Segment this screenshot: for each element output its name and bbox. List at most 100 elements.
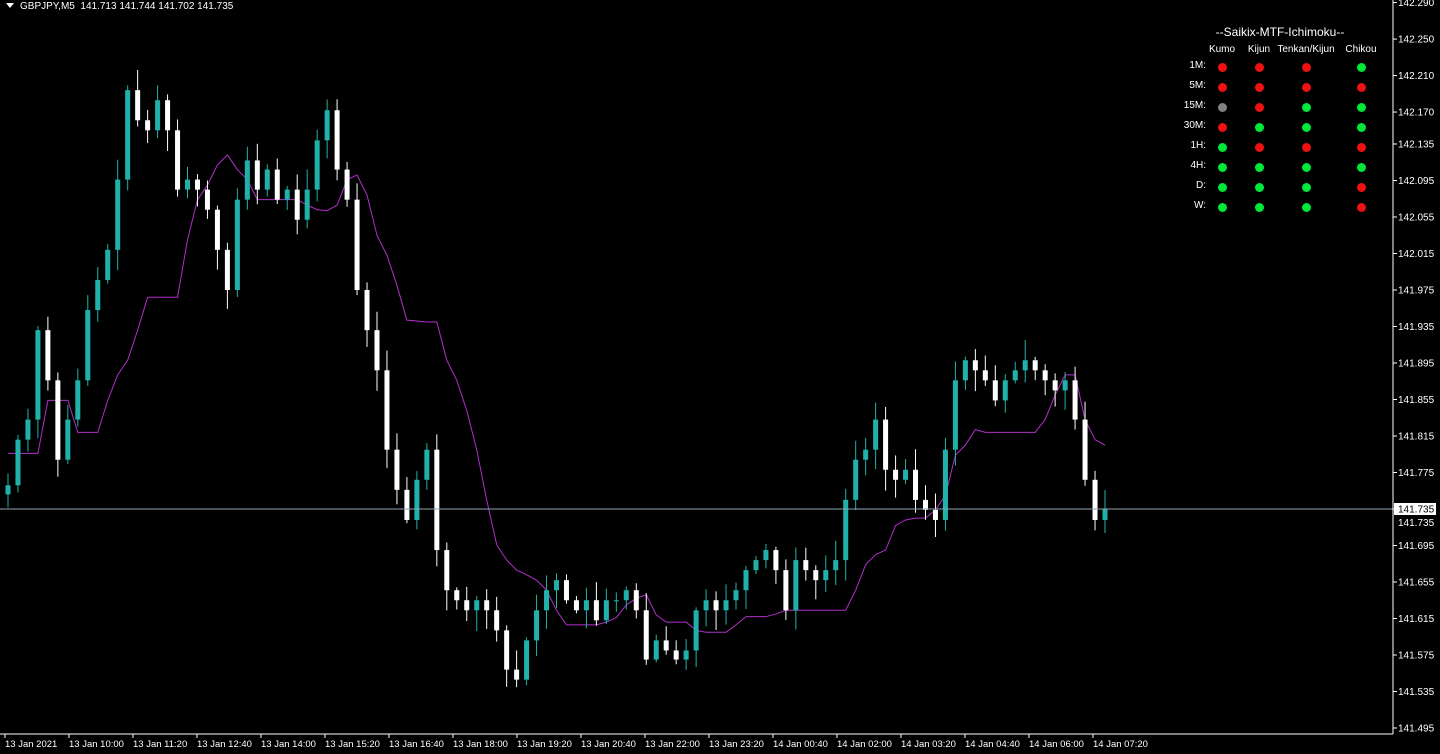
signal-green-dot-icon bbox=[1254, 202, 1264, 212]
candle bbox=[823, 555, 829, 593]
candle bbox=[1072, 366, 1078, 430]
candle bbox=[1012, 361, 1018, 384]
time-axis[interactable]: 13 Jan 2021 13 Jan 10:00 13 Jan 11:20 13 Ja… bbox=[4, 734, 1148, 750]
signal-green-dot-icon bbox=[1356, 122, 1366, 132]
candle-body bbox=[344, 169, 350, 200]
candle-body bbox=[903, 469, 909, 480]
candle bbox=[863, 437, 869, 476]
time-tick-label: 14 Jan 00:40 bbox=[773, 739, 828, 750]
candle bbox=[145, 109, 151, 144]
price-tick-label: 142.250 bbox=[1398, 35, 1435, 46]
candle-body bbox=[464, 600, 470, 611]
candle-body bbox=[404, 489, 410, 520]
time-tick-label: 14 Jan 07:20 bbox=[1093, 739, 1148, 750]
signal-green-dot-icon bbox=[1254, 162, 1264, 172]
candle-body bbox=[703, 600, 709, 611]
candle bbox=[264, 164, 270, 197]
candle bbox=[813, 565, 819, 600]
timeframe-label: D: bbox=[1196, 180, 1206, 191]
candle bbox=[95, 266, 101, 322]
time-tick-label: 13 Jan 10:00 bbox=[69, 739, 124, 750]
candle bbox=[484, 589, 490, 629]
candle-body bbox=[793, 560, 799, 611]
time-tick-label: 13 Jan 23:20 bbox=[709, 739, 764, 750]
candle bbox=[833, 540, 839, 586]
candle-body bbox=[1062, 380, 1068, 391]
signal-red-dot-icon bbox=[1356, 82, 1366, 92]
candle bbox=[404, 476, 410, 524]
candle bbox=[1032, 356, 1038, 381]
candle bbox=[434, 434, 440, 567]
timeframe-label: 5M: bbox=[1189, 80, 1206, 91]
candle-body bbox=[613, 600, 619, 602]
candle bbox=[544, 575, 550, 629]
candle-body bbox=[962, 360, 968, 381]
candle bbox=[613, 592, 619, 612]
candle bbox=[793, 547, 799, 630]
candle bbox=[1002, 373, 1008, 413]
time-tick-label: 13 Jan 16:40 bbox=[389, 739, 444, 750]
candle bbox=[972, 349, 978, 392]
signal-red-dot-icon bbox=[1254, 142, 1264, 152]
candle bbox=[1042, 364, 1048, 396]
candle bbox=[424, 443, 430, 490]
candle bbox=[384, 350, 390, 469]
candle-body bbox=[723, 600, 729, 611]
candle-series bbox=[5, 69, 1108, 688]
signal-red-dot-icon bbox=[1254, 62, 1264, 72]
signal-red-dot-icon bbox=[1217, 62, 1227, 72]
candle bbox=[334, 99, 340, 181]
candle bbox=[673, 640, 679, 665]
candle bbox=[224, 242, 230, 309]
candle-body bbox=[753, 560, 759, 571]
dropdown-triangle-icon[interactable] bbox=[6, 3, 14, 8]
candle-body bbox=[554, 580, 559, 591]
candle-body bbox=[244, 160, 250, 200]
candle bbox=[723, 584, 729, 625]
candle-body bbox=[474, 600, 480, 611]
candle bbox=[524, 637, 530, 686]
candle-body bbox=[115, 179, 121, 250]
time-tick-label: 13 Jan 22:00 bbox=[645, 739, 700, 750]
signal-red-dot-icon bbox=[1254, 82, 1264, 92]
candle bbox=[304, 169, 310, 229]
candle bbox=[783, 559, 789, 620]
candle-body bbox=[783, 570, 789, 611]
signal-green-dot-icon bbox=[1217, 142, 1227, 152]
candle-body bbox=[55, 380, 61, 460]
candle-body bbox=[952, 380, 958, 450]
candle-body bbox=[673, 650, 679, 660]
candle bbox=[932, 493, 938, 537]
candle bbox=[85, 295, 91, 386]
candle bbox=[185, 166, 191, 199]
candle bbox=[194, 174, 200, 207]
candle-body bbox=[913, 469, 919, 500]
candle bbox=[444, 542, 450, 611]
candle bbox=[583, 587, 589, 629]
candle bbox=[733, 582, 739, 610]
candle bbox=[1022, 340, 1028, 383]
price-tick-label: 142.290 bbox=[1398, 0, 1435, 9]
column-header-tenkan-kijun: Tenkan/Kijun bbox=[1277, 44, 1335, 55]
candle-body bbox=[384, 370, 390, 450]
time-tick-label: 13 Jan 20:40 bbox=[581, 739, 636, 750]
candle-body bbox=[653, 640, 659, 660]
signal-green-dot-icon bbox=[1217, 182, 1227, 192]
candle bbox=[633, 583, 639, 619]
candle bbox=[214, 205, 220, 270]
candle-body bbox=[294, 189, 300, 220]
candle-body bbox=[135, 90, 141, 121]
time-tick-label: 14 Jan 06:00 bbox=[1029, 739, 1084, 750]
price-axis[interactable]: 142.290 142.250 142.210 142.170 142.135 142.0… bbox=[1393, 0, 1435, 735]
candle bbox=[1062, 372, 1068, 410]
signal-green-dot-icon bbox=[1301, 162, 1311, 172]
timeframe-label: 4H: bbox=[1190, 160, 1206, 171]
candle bbox=[643, 593, 649, 665]
candle-body bbox=[663, 640, 669, 651]
candle bbox=[1082, 401, 1088, 486]
signal-green-dot-icon bbox=[1301, 122, 1311, 132]
panel-title: --Saikix-MTF-Ichimoku-- bbox=[1215, 25, 1345, 39]
candle bbox=[364, 282, 370, 347]
candle bbox=[254, 143, 260, 205]
